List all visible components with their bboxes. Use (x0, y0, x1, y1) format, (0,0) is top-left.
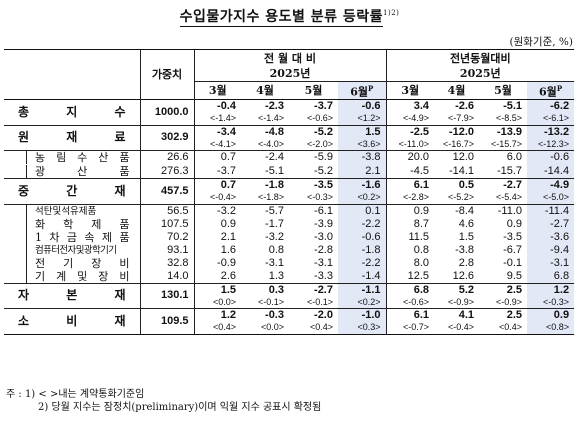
weight-cell: 70.2 (140, 230, 195, 244)
month-header: 4월 (434, 81, 480, 100)
row-label: 화 학 제 품 (35, 217, 130, 231)
row-label: 소 비 재 (4, 308, 141, 335)
yoy-year: 2025년 (459, 67, 501, 81)
row-label: 농 림 수 산 품 (35, 151, 130, 165)
row-label: 전 기 장 비 (35, 256, 130, 270)
table-row: 총 지 수 1000.0 -0.4 -2.3 -3.7 -0.6 3.4 -2.… (4, 99, 575, 125)
table-row: 석탄및석유제품 56.5 -3.2 -5.7 -6.1 0.1 0.9 -8.4… (4, 203, 575, 218)
unit-label: (원화기준, %) (509, 36, 574, 48)
page-title: 수입물가지수 용도별 분류 등락률1)2) (179, 9, 400, 27)
table-row-contract: <0.4> <0.0> <0.4> <0.3> <-0.7> <-0.4> <0… (4, 322, 575, 335)
yoy-header: 전년동월대비 (386, 49, 575, 67)
table-row: 소 비 재 109.5 1.2 -0.3 -2.0 -1.0 6.1 4.1 2… (4, 308, 575, 335)
month-header: 6월P (527, 81, 575, 100)
weight-cell: 457.5 (140, 178, 195, 204)
import-price-table: 가중치 전 월 대 비 전년동월대비 2025년 2025년 3월 4월 5월 … (4, 49, 575, 335)
table-row: 컴퓨터전자및광학기기 93.1 1.6 0.8 -2.8 -1.8 0.8 -3… (4, 243, 575, 257)
month-header: 4월 (241, 81, 289, 100)
table-row: 중 간 재 457.5 0.7 -1.8 -3.5 -1.6 6.1 0.5 -… (4, 178, 575, 204)
month-header: 5월 (289, 81, 338, 100)
table-row-contract: <-1.4> <-1.4> <-0.6> <1.2> <-4.9> <-7.9>… (4, 113, 575, 125)
note-prefix: 주 : (6, 389, 22, 400)
weight-cell: 130.1 (140, 282, 195, 309)
weight-cell: 1000.0 (140, 99, 195, 125)
row-label: 원 재 료 (4, 124, 141, 151)
table-row: 1 차 금 속 제 품 70.2 2.1 -3.2 -3.0 -0.6 11.5… (4, 230, 575, 244)
weight-cell: 276.3 (140, 164, 195, 179)
month-header: 3월 (194, 81, 241, 100)
weight-cell: 107.5 (140, 217, 195, 231)
weight-cell: 14.0 (140, 269, 195, 283)
mom-header: 전 월 대 비 (194, 49, 387, 67)
month-header-row: 3월 4월 5월 6월P 3월 4월 5월 6월P (4, 81, 575, 100)
month-header: 5월 (479, 81, 528, 100)
table-row: 기 계 및 장 비 14.0 2.6 1.3 -3.3 -1.4 12.5 12… (4, 269, 575, 283)
month-header: 3월 (386, 81, 435, 100)
note-1: 1) < >내는 계약통화기준임 (24, 389, 145, 400)
table-row-contract: <-0.4> <-1.8> <-0.3> <0.2> <-2.8> <-5.2>… (4, 192, 575, 204)
row-label: 총 지 수 (4, 99, 141, 125)
weight-header: 가중치 (140, 49, 195, 100)
weight-cell: 26.6 (140, 150, 195, 165)
weight-cell: 302.9 (140, 124, 195, 151)
table-row-contract: <0.0> <-0.1> <-0.1> <0.2> <-0.6> <-0.9> … (4, 296, 575, 309)
table-row: 화 학 제 품 107.5 0.9 -1.7 -3.9 -2.2 8.7 4.6… (4, 217, 575, 231)
row-label: 기 계 및 장 비 (35, 269, 130, 283)
weight-cell: 93.1 (140, 243, 195, 257)
note-2: 2) 당월 지수는 잠정치(preliminary)이며 익월 지수 공표시 확… (38, 402, 322, 413)
table-row-contract: <-4.1> <-4.0> <-2.0> <3.6> <-11.0> <-16.… (4, 138, 575, 151)
weight-cell: 109.5 (140, 308, 195, 335)
row-label: 1 차 금 속 제 품 (35, 230, 130, 244)
row-label: 중 간 재 (4, 178, 141, 204)
mom-year: 2025년 (194, 66, 387, 82)
row-label: 컴퓨터전자및광학기기 (35, 244, 117, 256)
table-row: 광 산 품 276.3 -3.7 -5.1 -5.2 2.1 -4.5 -14.… (4, 164, 575, 179)
month-header: 6월P (338, 81, 387, 100)
weight-cell: 56.5 (140, 203, 195, 218)
table-row: 원 재 료 302.9 -3.4 -4.8 -5.2 1.5 -2.5 -12.… (4, 124, 575, 151)
table-row: 자 본 재 130.1 1.5 0.3 -2.7 -1.1 6.8 5.2 2.… (4, 282, 575, 309)
row-label: 석탄및석유제품 (35, 205, 97, 217)
row-label: 자 본 재 (4, 282, 141, 309)
weight-cell: 32.8 (140, 256, 195, 270)
table-row: 전 기 장 비 32.8 -0.9 -3.1 -3.1 -2.2 8.0 2.8… (4, 256, 575, 270)
footnotes: 주 : 1) < >내는 계약통화기준임 2) 당월 지수는 잠정치(preli… (6, 388, 321, 414)
row-label: 광 산 품 (35, 164, 130, 178)
table-row: 농 림 수 산 품 26.6 0.7 -2.4 -5.9 -3.8 20.0 1… (4, 150, 575, 165)
